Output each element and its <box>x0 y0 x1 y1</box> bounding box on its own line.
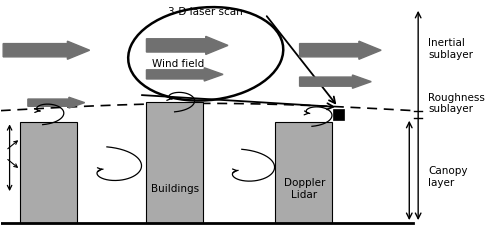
FancyArrow shape <box>146 36 228 54</box>
FancyArrow shape <box>300 41 381 59</box>
FancyArrow shape <box>28 97 84 108</box>
Bar <box>146 102 204 223</box>
Text: Canopy
layer: Canopy layer <box>428 166 468 188</box>
FancyArrow shape <box>146 68 223 81</box>
Text: Roughness
sublayer: Roughness sublayer <box>428 93 485 114</box>
Text: Buildings: Buildings <box>151 184 199 194</box>
Bar <box>275 122 332 223</box>
Text: Wind field: Wind field <box>152 59 204 69</box>
Text: Inertial
sublayer: Inertial sublayer <box>428 38 473 60</box>
Bar <box>20 122 78 223</box>
FancyArrow shape <box>3 41 90 59</box>
FancyArrow shape <box>300 75 371 88</box>
Bar <box>332 109 344 120</box>
Text: 3-D laser scan: 3-D laser scan <box>168 7 243 17</box>
Text: Doppler
Lidar: Doppler Lidar <box>284 178 325 200</box>
